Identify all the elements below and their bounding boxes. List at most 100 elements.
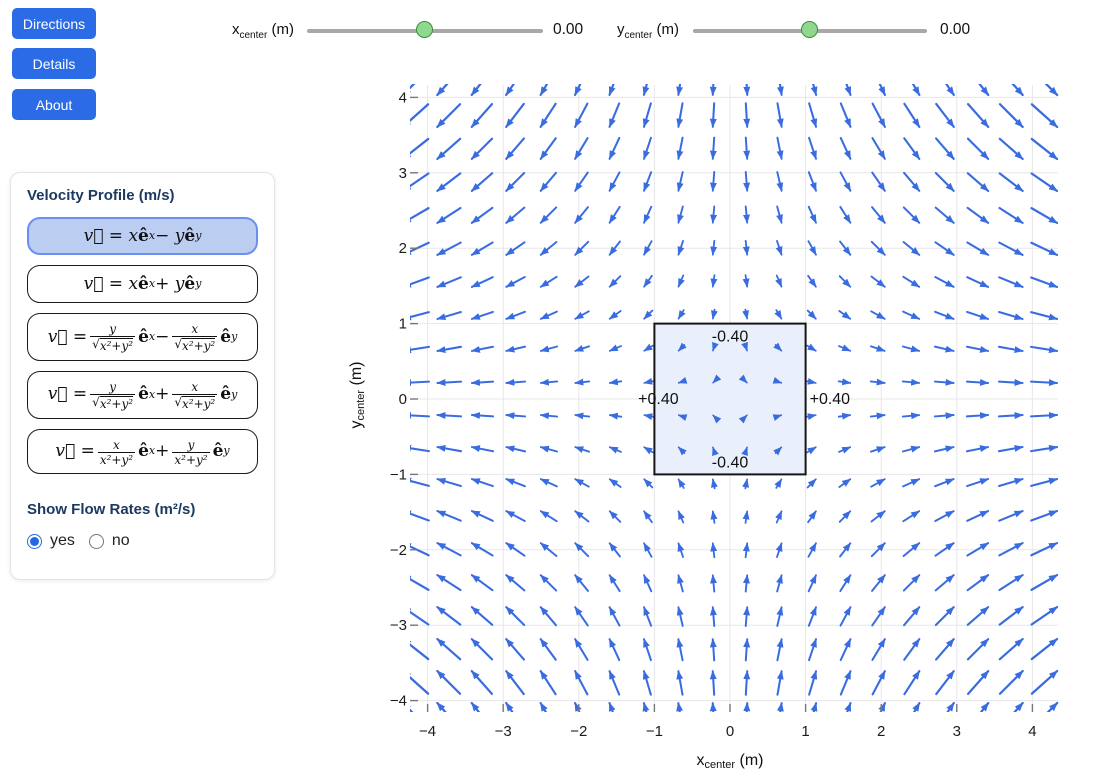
vector-arrow bbox=[903, 606, 921, 627]
vector-arrow bbox=[505, 345, 527, 353]
vector-arrow bbox=[470, 378, 495, 386]
vector-arrow bbox=[807, 240, 817, 256]
vector-arrow bbox=[643, 309, 654, 320]
vector-arrow bbox=[608, 378, 623, 386]
vector-arrow bbox=[677, 510, 685, 524]
vector-arrow bbox=[933, 378, 955, 386]
x-tick-label: −3 bbox=[495, 723, 512, 740]
vector-arrow bbox=[870, 240, 886, 256]
vector-arrow bbox=[574, 574, 589, 592]
y-tick-label: 2 bbox=[399, 240, 407, 257]
vector-arrow bbox=[470, 310, 494, 320]
vector-arrow bbox=[436, 241, 462, 256]
vector-arrow bbox=[742, 542, 750, 559]
y-tick-label: −4 bbox=[390, 693, 407, 710]
about-button[interactable]: About bbox=[12, 89, 96, 120]
x-center-slider-thumb[interactable] bbox=[416, 21, 433, 38]
vector-arrow bbox=[1030, 509, 1059, 522]
vector-arrow bbox=[912, 702, 921, 712]
vector-arrow bbox=[742, 239, 750, 256]
vector-arrow bbox=[742, 478, 750, 490]
vector-arrow bbox=[966, 542, 990, 557]
vector-arrow bbox=[1030, 311, 1059, 321]
vector-arrow bbox=[574, 670, 589, 696]
y-center-slider-track[interactable] bbox=[693, 21, 927, 38]
y-tick-label: 4 bbox=[399, 89, 407, 106]
y-tick-label: 1 bbox=[399, 316, 407, 333]
x-center-slider-track[interactable] bbox=[307, 21, 543, 38]
vector-arrow bbox=[436, 606, 462, 626]
vector-arrow bbox=[677, 414, 688, 421]
flow-rate-label-left: +0.40 bbox=[638, 391, 679, 408]
vector-arrow bbox=[946, 701, 955, 712]
vector-arrow bbox=[677, 205, 684, 224]
vector-arrow bbox=[710, 478, 718, 490]
vector-arrow bbox=[903, 670, 921, 696]
vector-arrow bbox=[839, 606, 852, 627]
vector-arrow bbox=[1011, 84, 1024, 97]
vector-arrow bbox=[901, 412, 921, 420]
vector-arrow bbox=[903, 137, 921, 160]
vector-arrow bbox=[837, 378, 852, 386]
vector-arrow bbox=[410, 103, 430, 128]
vector-arrow bbox=[539, 241, 558, 256]
vector-arrow bbox=[935, 102, 955, 128]
vector-arrow bbox=[775, 510, 783, 524]
y-tick-label: 0 bbox=[399, 391, 407, 408]
vector-arrow bbox=[743, 136, 751, 160]
vector-arrow bbox=[870, 542, 886, 558]
vector-arrow bbox=[808, 136, 818, 160]
vector-arrow bbox=[901, 345, 921, 353]
vector-arrow bbox=[712, 446, 719, 457]
directions-button[interactable]: Directions bbox=[12, 8, 96, 39]
vector-arrow bbox=[837, 412, 852, 420]
x-center-slider-value: 0.00 bbox=[553, 21, 584, 38]
vector-arrow bbox=[966, 638, 990, 661]
vector-arrow bbox=[608, 275, 622, 288]
vector-arrow bbox=[643, 274, 653, 288]
flow-rate-label-top: -0.40 bbox=[712, 329, 749, 346]
vector-arrow bbox=[677, 542, 685, 558]
vector-arrow bbox=[966, 137, 990, 160]
vector-arrow bbox=[742, 574, 750, 593]
vector-arrow bbox=[608, 136, 621, 160]
vector-arrow bbox=[676, 606, 684, 627]
y-center-slider-thumb[interactable] bbox=[801, 21, 818, 38]
vector-arrow bbox=[436, 637, 462, 661]
vector-arrow bbox=[979, 701, 990, 712]
vector-arrow bbox=[470, 606, 494, 626]
vector-arrow bbox=[810, 702, 818, 712]
y-tick-label: −3 bbox=[390, 617, 407, 634]
vector-arrow bbox=[776, 205, 783, 224]
flow-rates-no-label[interactable]: no bbox=[111, 532, 130, 550]
vector-arrow bbox=[410, 477, 430, 487]
flow-rates-no-radio[interactable] bbox=[88, 533, 104, 549]
flow-rates-yes-label[interactable]: yes bbox=[50, 532, 75, 550]
vector-arrow bbox=[410, 510, 430, 522]
vector-arrow bbox=[470, 276, 494, 288]
vector-arrow bbox=[539, 310, 558, 320]
vector-arrow bbox=[574, 606, 589, 627]
vector-arrow bbox=[807, 606, 817, 627]
x-tick-label: 4 bbox=[1028, 723, 1036, 740]
x-tick-label: 2 bbox=[877, 723, 885, 740]
details-button[interactable]: Details bbox=[12, 48, 96, 79]
vector-arrow bbox=[574, 510, 590, 523]
vector-arrow bbox=[539, 702, 548, 712]
flow-rates-yes-radio[interactable] bbox=[27, 533, 42, 549]
vector-arrow bbox=[998, 574, 1024, 592]
vector-arrow bbox=[1030, 477, 1059, 487]
vector-arrow bbox=[643, 542, 653, 558]
vector-arrow bbox=[934, 206, 955, 224]
vector-arrow bbox=[807, 171, 817, 192]
vector-arrow bbox=[902, 542, 921, 557]
vector-arrow bbox=[710, 574, 718, 593]
vector-arrow bbox=[709, 702, 717, 712]
vector-arrow bbox=[710, 274, 718, 288]
vector-arrow bbox=[574, 137, 589, 160]
